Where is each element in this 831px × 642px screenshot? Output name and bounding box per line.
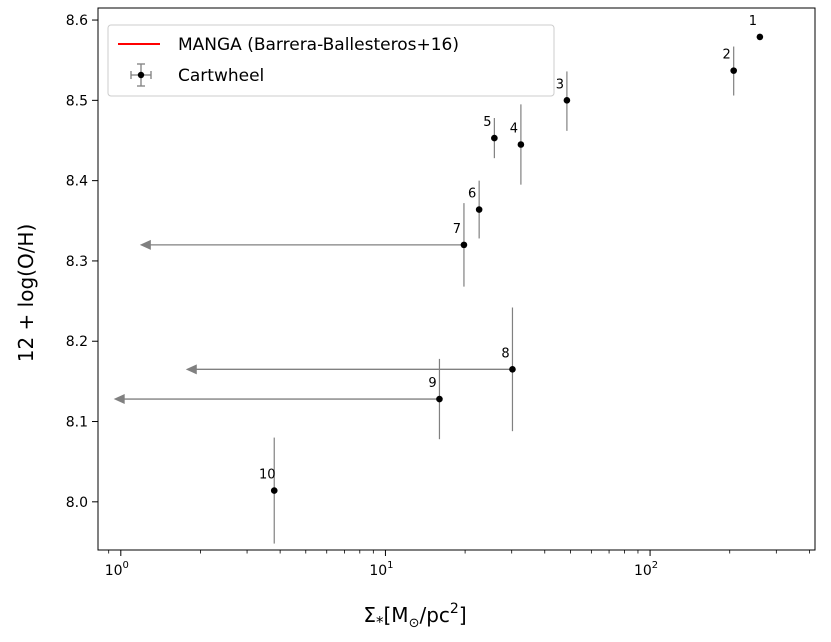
point-label: 7: [453, 222, 461, 237]
arrow-head: [113, 394, 125, 405]
y-tick-label: 8.0: [66, 495, 88, 511]
data-point: [270, 487, 278, 494]
data-point: [491, 134, 498, 142]
y-tick-label: 8.2: [66, 334, 88, 350]
y-axis-label: 12 + log(O/H): [14, 224, 38, 363]
legend-points-label: Cartwheel: [178, 66, 264, 86]
data-point: [756, 33, 764, 41]
point-label: 5: [483, 115, 491, 130]
point-label: 8: [501, 346, 509, 361]
data-point: [475, 206, 483, 213]
data-point: [563, 97, 571, 104]
y-tick-label: 8.3: [66, 254, 88, 270]
data-point: [436, 395, 443, 403]
data-point: [460, 241, 468, 249]
data-point: [509, 366, 516, 373]
plot-area-frame: [97, 7, 816, 551]
point-label: 4: [510, 122, 518, 137]
y-tick-label: 8.4: [66, 174, 88, 190]
x-label-sup: 2: [450, 601, 459, 617]
y-tick-label: 8.1: [66, 415, 88, 431]
y-tick-label: 8.5: [66, 93, 88, 109]
y-tick-label: 8.6: [66, 13, 88, 29]
x-axis-label: Σ*[M⊙/pc2]: [363, 601, 466, 631]
x-tick-label: 100: [105, 560, 129, 579]
x-label-mid: /pc: [419, 603, 449, 627]
legend: MANGA (Barrera-Ballesteros+16) Cartwheel: [107, 24, 555, 97]
y-axis: 8.0 8.1 8.2 8.3 8.4 8.5 8.6: [66, 13, 98, 511]
points-layer: 1 2 3 4 5 6 7 8 9 10: [259, 14, 764, 494]
x-axis: 100 101 102: [105, 550, 810, 579]
x-label-open: [M: [384, 603, 409, 627]
point-label: 3: [556, 77, 564, 92]
point-label: 2: [723, 48, 731, 63]
legend-points-swatch: [130, 63, 152, 87]
arrow-head: [139, 239, 151, 250]
arrow-head: [185, 364, 197, 375]
x-tick-label: 102: [634, 560, 658, 579]
errorbar-layer: [113, 46, 735, 544]
point-label: 10: [259, 468, 276, 483]
data-point: [517, 141, 525, 148]
point-label: 6: [468, 187, 476, 202]
x-label-sun: ⊙: [409, 616, 420, 631]
legend-box: [107, 24, 555, 97]
data-point: [730, 67, 737, 74]
point-label: 9: [428, 376, 436, 391]
legend-curve-label: MANGA (Barrera-Ballesteros+16): [178, 35, 459, 55]
x-label-sigma: Σ: [363, 603, 376, 627]
x-label-sub: *: [376, 613, 384, 631]
point-label: 1: [749, 14, 757, 29]
x-tick-label: 101: [369, 560, 393, 579]
x-label-close: ]: [459, 603, 467, 627]
